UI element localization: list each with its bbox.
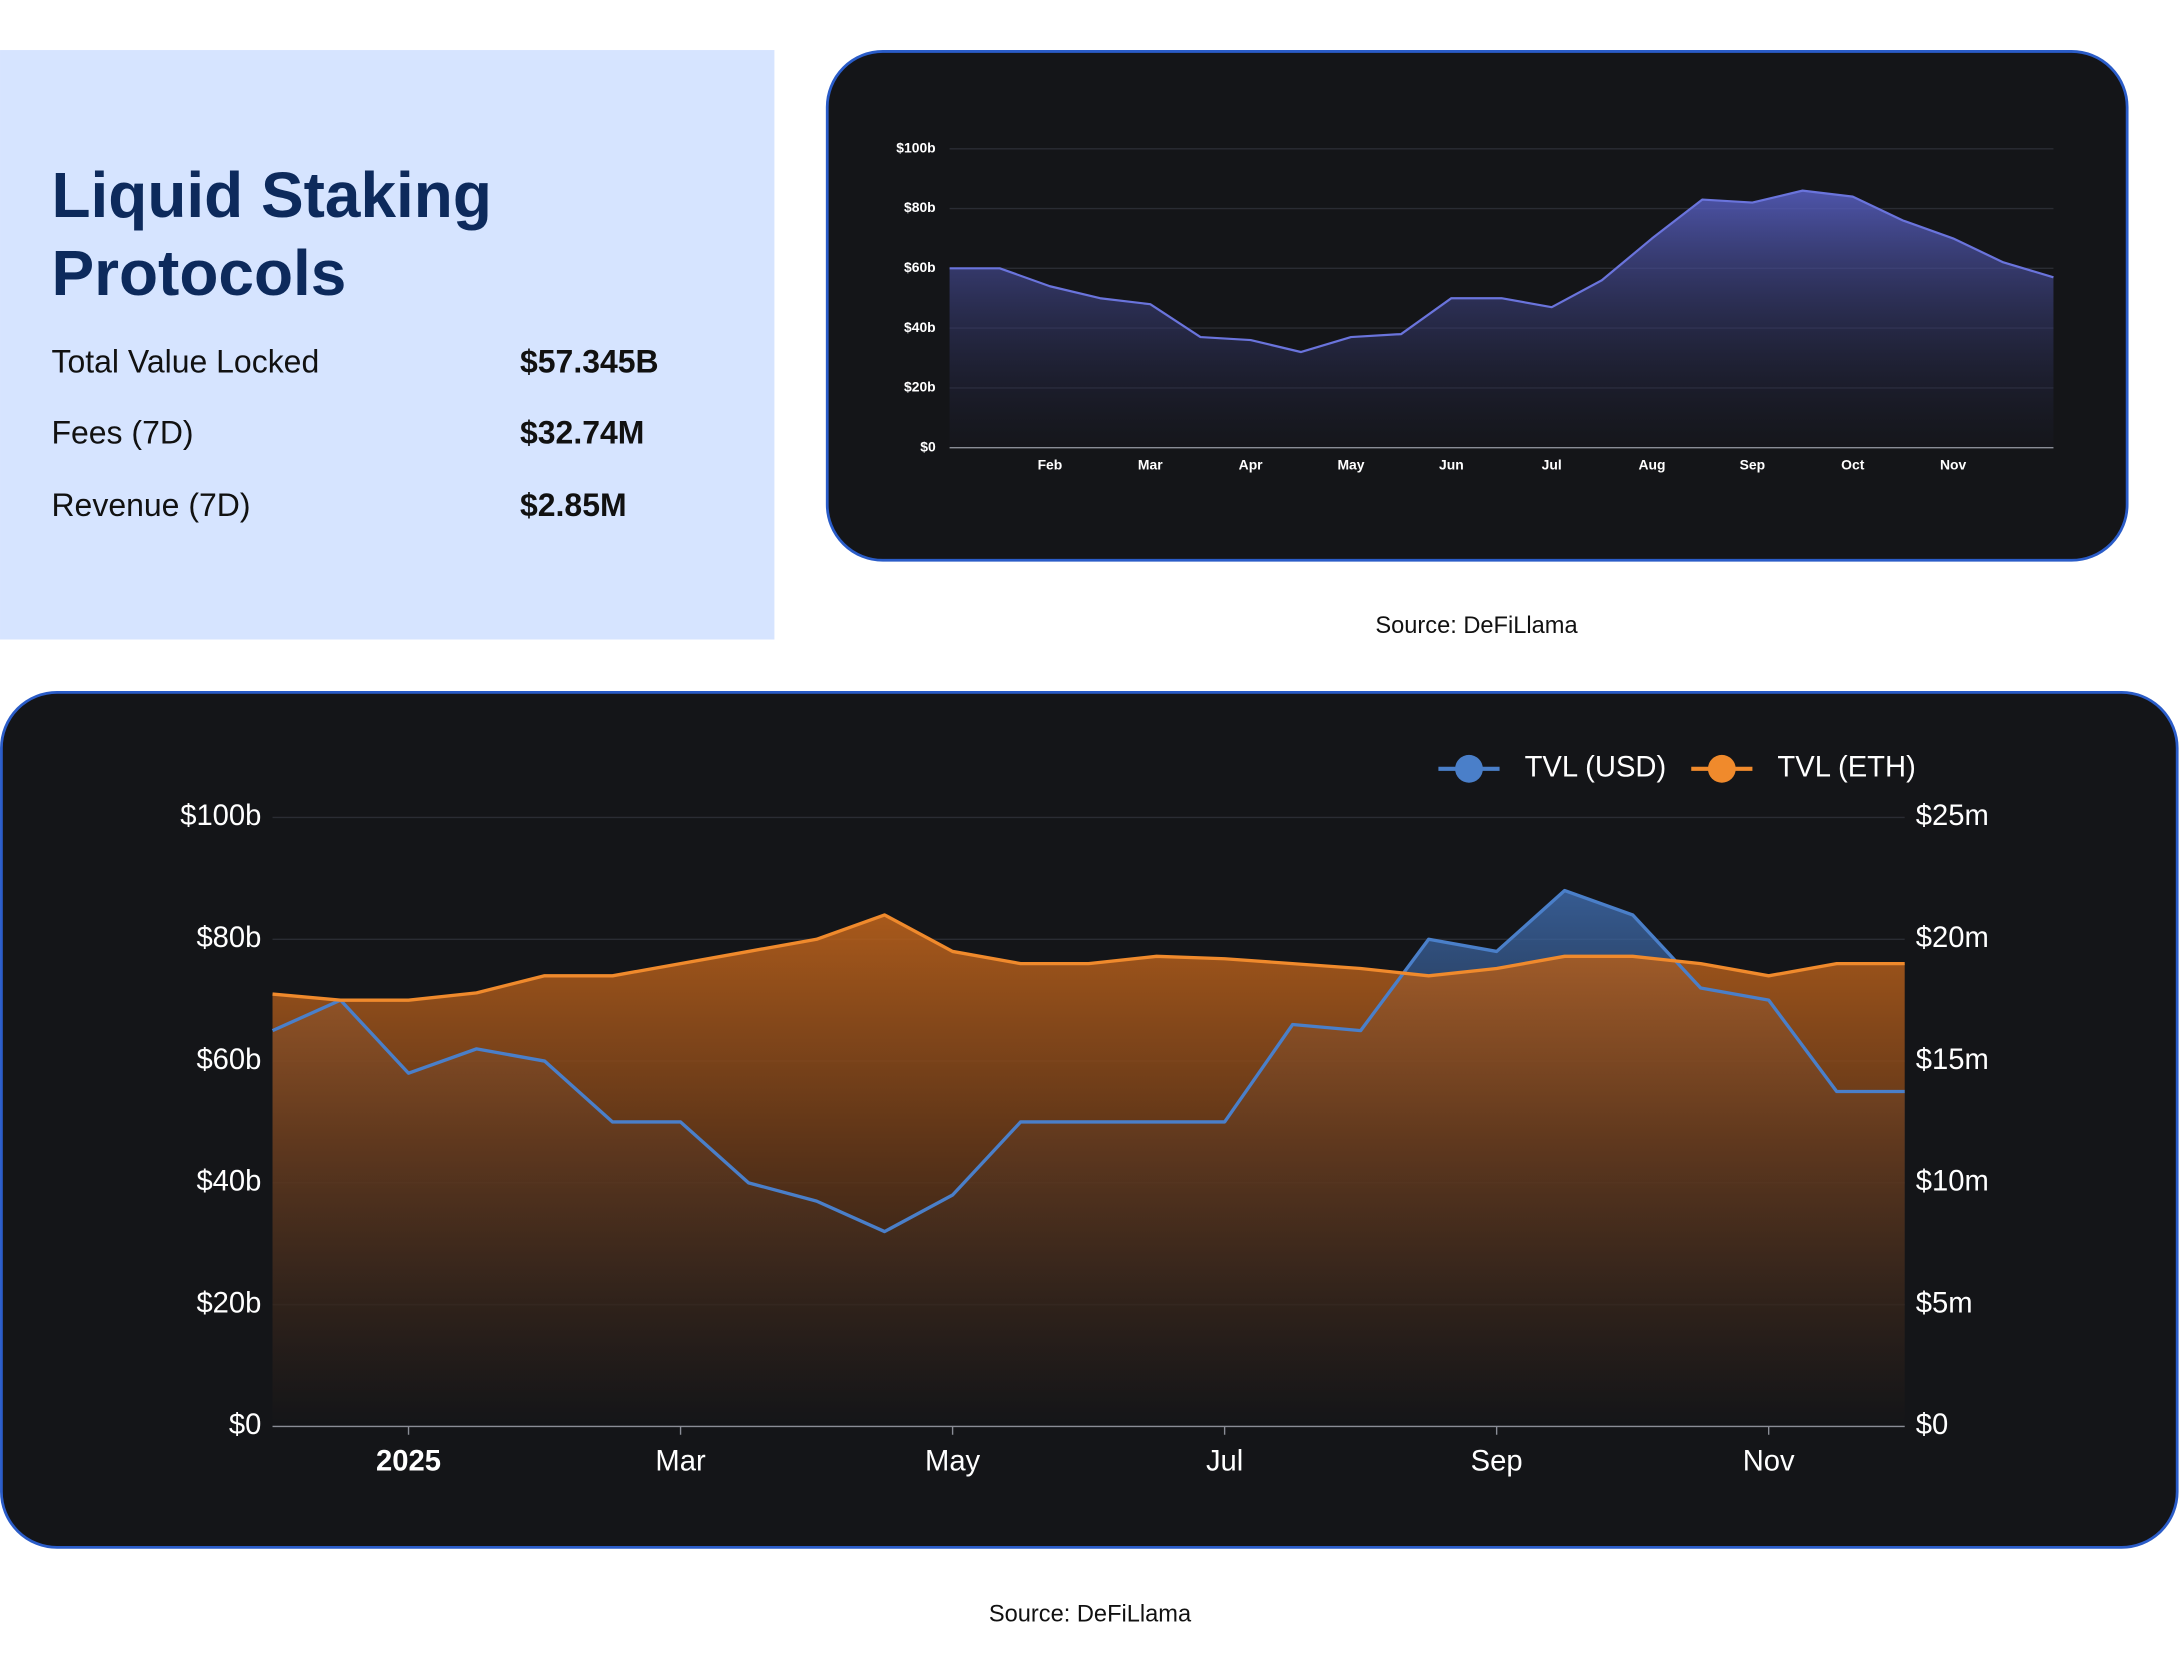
- y2-tick-label: $0: [1916, 1409, 1948, 1441]
- x-tick-label: May: [925, 1445, 981, 1477]
- x-tick-label: 2025: [376, 1445, 441, 1477]
- x-tick-label: Apr: [1239, 456, 1264, 472]
- stat-label: Revenue (7D): [51, 487, 250, 523]
- stat-value: $32.74M: [520, 415, 644, 451]
- legend-label: TVL (USD): [1525, 752, 1667, 784]
- y2-tick-label: $25m: [1916, 800, 1989, 832]
- y2-tick-label: $20m: [1916, 922, 1989, 954]
- x-tick-label: Mar: [655, 1445, 706, 1477]
- y-tick-label: $80b: [904, 199, 936, 215]
- stat-label: Total Value Locked: [51, 344, 319, 380]
- card-title: Liquid Staking: [51, 159, 491, 231]
- y2-tick-label: $10m: [1916, 1166, 1989, 1198]
- y-tick-label: $100b: [896, 139, 935, 155]
- stat-value: $57.345B: [520, 344, 659, 380]
- series-line: [949, 189, 2054, 354]
- x-tick-label: Jul: [1542, 456, 1562, 472]
- stat-label: Fees (7D): [51, 415, 193, 451]
- series-area: [949, 190, 2054, 448]
- y-tick-label: $20b: [196, 1287, 261, 1319]
- x-tick-label: Feb: [1038, 456, 1063, 472]
- x-tick-label: Aug: [1639, 456, 1666, 472]
- y-tick-label: $60b: [904, 259, 936, 275]
- stat-value: $2.85M: [520, 487, 627, 523]
- y-tick-label: $40b: [196, 1166, 261, 1198]
- y-tick-label: $20b: [904, 379, 936, 395]
- x-tick-label: Nov: [1940, 456, 1967, 472]
- x-tick-label: May: [1337, 456, 1364, 472]
- y-tick-label: $40b: [904, 319, 936, 335]
- y-tick-label: $100b: [180, 800, 261, 832]
- y2-tick-label: $15m: [1916, 1044, 1989, 1076]
- source-note: Source: DeFiLlama: [1375, 613, 1578, 639]
- y-tick-label: $0: [229, 1409, 261, 1441]
- legend-swatch: [1707, 754, 1736, 783]
- card-title: Protocols: [51, 237, 346, 309]
- y2-tick-label: $5m: [1916, 1287, 1973, 1319]
- y-tick-label: $0: [920, 438, 936, 454]
- series-line: [272, 913, 1905, 1002]
- stats-card: [0, 50, 775, 640]
- y-tick-label: $60b: [196, 1044, 261, 1076]
- x-tick-label: Jul: [1206, 1445, 1243, 1477]
- legend-swatch: [1455, 754, 1483, 783]
- x-tick-label: Jun: [1439, 456, 1464, 472]
- tvl-dual-chart: $0 $20b $40b $60b $80b $100b $0 $5m $10m $15m $20m…: [180, 752, 1989, 1478]
- x-tick-label: Sep: [1471, 1445, 1523, 1477]
- tvl-chart: $0 $20b $40b $60b $80b $100b Feb Mar Apr May Jun Ju…: [896, 139, 2054, 472]
- series-area: [272, 914, 1905, 1427]
- x-tick-label: Mar: [1138, 456, 1163, 472]
- series-line: [271, 888, 1905, 1234]
- source-note: Source: DeFiLlama: [989, 1602, 1192, 1628]
- x-tick-label: Nov: [1743, 1445, 1795, 1477]
- legend-label: TVL (ETH): [1777, 752, 1915, 784]
- x-tick-label: Sep: [1740, 456, 1765, 472]
- y-tick-label: $80b: [196, 922, 261, 954]
- x-tick-label: Oct: [1841, 456, 1865, 472]
